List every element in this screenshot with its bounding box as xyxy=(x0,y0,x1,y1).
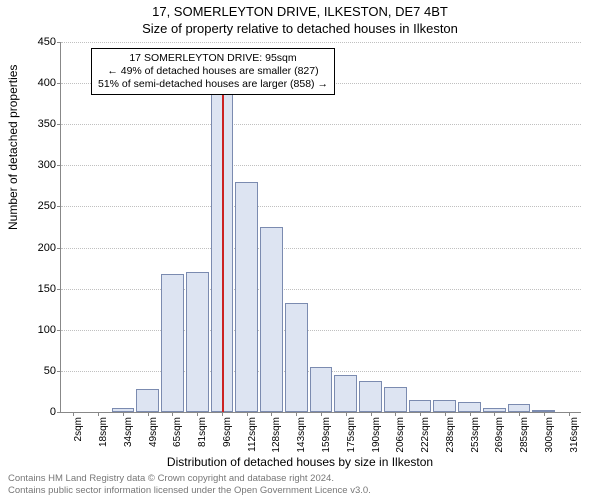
ytick-mark xyxy=(57,165,61,166)
ytick-mark xyxy=(57,330,61,331)
ytick-label: 50 xyxy=(26,365,56,377)
xtick-mark xyxy=(346,412,347,416)
footer-line: Contains public sector information licen… xyxy=(8,485,371,497)
y-axis-label: Number of detached properties xyxy=(6,65,20,230)
xtick-mark xyxy=(445,412,446,416)
ytick-mark xyxy=(57,124,61,125)
xtick-mark xyxy=(321,412,322,416)
xtick-mark xyxy=(247,412,248,416)
gridline xyxy=(61,42,581,43)
ytick-mark xyxy=(57,371,61,372)
ytick-mark xyxy=(57,42,61,43)
ytick-label: 250 xyxy=(26,200,56,212)
xtick-mark xyxy=(371,412,372,416)
footer-line: Contains HM Land Registry data © Crown c… xyxy=(8,473,371,485)
histogram-bar xyxy=(409,400,432,412)
xtick-mark xyxy=(222,412,223,416)
histogram-bar xyxy=(161,274,184,412)
histogram-bar xyxy=(433,400,456,412)
xtick-mark xyxy=(148,412,149,416)
ytick-label: 150 xyxy=(26,283,56,295)
histogram-bar xyxy=(235,182,258,412)
histogram-bar xyxy=(285,303,308,412)
xtick-mark xyxy=(296,412,297,416)
ytick-mark xyxy=(57,206,61,207)
annotation-line: 17 SOMERLEYTON DRIVE: 95sqm xyxy=(98,52,328,65)
gridline xyxy=(61,248,581,249)
xtick-mark xyxy=(197,412,198,416)
gridline xyxy=(61,165,581,166)
xtick-mark xyxy=(172,412,173,416)
histogram-bar xyxy=(136,389,159,412)
annotation-box: 17 SOMERLEYTON DRIVE: 95sqm ← 49% of det… xyxy=(91,48,335,95)
ytick-label: 0 xyxy=(26,406,56,418)
annotation-line: ← 49% of detached houses are smaller (82… xyxy=(98,65,328,78)
ytick-label: 300 xyxy=(26,159,56,171)
ytick-mark xyxy=(57,412,61,413)
xtick-mark xyxy=(271,412,272,416)
ytick-mark xyxy=(57,248,61,249)
histogram-bar xyxy=(384,387,407,412)
property-marker-line xyxy=(222,67,224,412)
xtick-mark xyxy=(569,412,570,416)
xtick-mark xyxy=(519,412,520,416)
xtick-mark xyxy=(470,412,471,416)
xtick-mark xyxy=(123,412,124,416)
ytick-label: 350 xyxy=(26,118,56,130)
histogram-bar xyxy=(359,381,382,412)
ytick-mark xyxy=(57,289,61,290)
ytick-label: 400 xyxy=(26,77,56,89)
xtick-mark xyxy=(420,412,421,416)
ytick-label: 100 xyxy=(26,324,56,336)
gridline xyxy=(61,330,581,331)
xtick-mark xyxy=(98,412,99,416)
gridline xyxy=(61,124,581,125)
gridline xyxy=(61,289,581,290)
ytick-label: 450 xyxy=(26,36,56,48)
footer-attribution: Contains HM Land Registry data © Crown c… xyxy=(8,473,371,497)
ytick-mark xyxy=(57,83,61,84)
histogram-bar xyxy=(186,272,209,412)
chart-title: 17, SOMERLEYTON DRIVE, ILKESTON, DE7 4BT xyxy=(0,4,600,19)
x-axis-label: Distribution of detached houses by size … xyxy=(0,455,600,469)
xtick-mark xyxy=(395,412,396,416)
histogram-bar xyxy=(260,227,283,412)
chart-container: 17, SOMERLEYTON DRIVE, ILKESTON, DE7 4BT… xyxy=(0,0,600,500)
gridline xyxy=(61,206,581,207)
histogram-bar xyxy=(508,404,531,412)
histogram-bar xyxy=(458,402,481,412)
ytick-label: 200 xyxy=(26,242,56,254)
chart-subtitle: Size of property relative to detached ho… xyxy=(0,21,600,36)
xtick-mark xyxy=(544,412,545,416)
annotation-line: 51% of semi-detached houses are larger (… xyxy=(98,78,328,91)
histogram-bar xyxy=(310,367,333,412)
histogram-bar xyxy=(334,375,357,412)
plot-area: 0501001502002503003504004502sqm18sqm34sq… xyxy=(60,42,581,413)
xtick-mark xyxy=(73,412,74,416)
xtick-mark xyxy=(494,412,495,416)
